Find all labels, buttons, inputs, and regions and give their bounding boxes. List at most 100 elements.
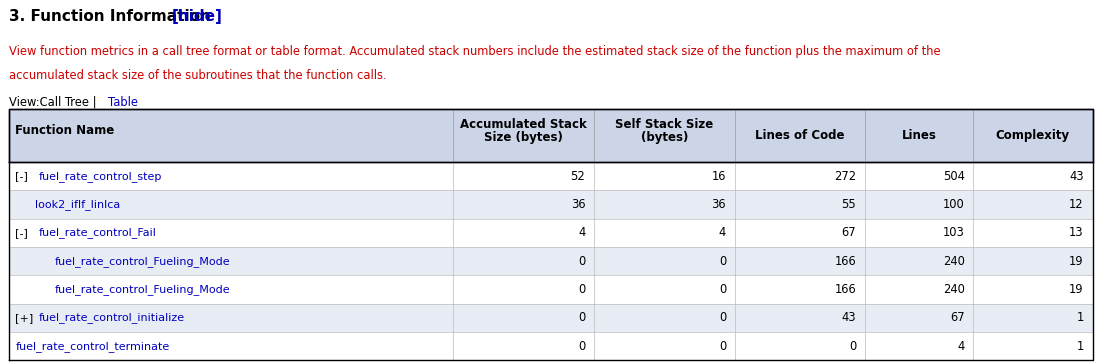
Text: Lines of Code: Lines of Code [755,129,844,142]
Point [728,188,741,193]
Point [966,160,979,164]
Point [728,245,741,249]
Point [859,107,872,111]
Point [587,301,601,306]
Point [587,160,601,164]
Point [2,160,15,164]
Point [587,330,601,334]
Point [966,358,979,363]
Point [587,245,601,249]
Point [447,107,460,111]
Point [447,358,460,363]
Text: 504: 504 [943,170,964,183]
Point [587,188,601,193]
Text: 43: 43 [841,311,856,324]
Text: 67: 67 [841,226,856,240]
Point [2,107,15,111]
Point [728,358,741,363]
Point [587,160,601,164]
Text: 19: 19 [1069,255,1084,268]
Text: 13: 13 [1069,226,1084,240]
Text: 166: 166 [834,283,856,296]
Text: 272: 272 [834,170,856,183]
Point [966,301,979,306]
Point [859,245,872,249]
Point [728,301,741,306]
Point [859,188,872,193]
Point [447,188,460,193]
Text: fuel_rate_control_Fueling_Mode: fuel_rate_control_Fueling_Mode [55,284,231,295]
Point [966,245,979,249]
Text: 55: 55 [841,198,856,211]
Bar [9,109,1093,162]
Text: accumulated stack size of the subroutines that the function calls.: accumulated stack size of the subroutine… [9,69,386,82]
Text: [-]: [-] [15,171,32,181]
Point [859,330,872,334]
Text: 0: 0 [719,283,726,296]
Point [728,330,741,334]
Point [447,217,460,221]
Point [966,273,979,277]
Point [447,330,460,334]
Point [859,301,872,306]
Text: [hide]: [hide] [172,9,223,24]
Text: Table: Table [108,96,137,109]
Line: 5 pts: 5 pts [9,109,1093,360]
Point [447,160,460,164]
Text: 67: 67 [950,311,964,324]
Line: 5 pts: 5 pts [9,109,1093,162]
Point [587,273,601,277]
Text: 0: 0 [719,311,726,324]
Point [728,217,741,221]
Point [447,245,460,249]
Point [587,330,601,334]
Point [587,188,601,193]
Point [587,217,601,221]
Point [587,217,601,221]
Text: Self Stack Size: Self Stack Size [615,118,714,131]
Point [447,301,460,306]
Text: Complexity: Complexity [996,129,1069,142]
Text: fuel_rate_control_Fueling_Mode: fuel_rate_control_Fueling_Mode [55,256,231,266]
Text: Function Name: Function Name [15,124,114,136]
Text: 16: 16 [712,170,726,183]
Bar [9,332,1093,360]
Point [966,217,979,221]
Point [728,330,741,334]
Point [1086,107,1098,111]
Point [966,273,979,277]
Point [728,107,741,111]
Point [447,160,460,164]
Text: 0: 0 [578,283,585,296]
Text: 36: 36 [571,198,585,211]
Text: 0: 0 [719,255,726,268]
Point [859,217,872,221]
Point [587,245,601,249]
Point [447,330,460,334]
Point [859,160,872,164]
Point [859,273,872,277]
Bar [9,304,1093,332]
Point [2,358,15,363]
Text: 52: 52 [571,170,585,183]
Text: look2_iflf_linlca: look2_iflf_linlca [35,199,121,210]
Point [728,273,741,277]
Point [728,188,741,193]
Text: 19: 19 [1069,283,1084,296]
Point [728,217,741,221]
Point [1086,358,1098,363]
Point [966,330,979,334]
Text: 43: 43 [1069,170,1084,183]
Point [859,301,872,306]
Point [1086,160,1098,164]
Text: View:Call Tree |: View:Call Tree | [9,96,100,109]
Text: 0: 0 [578,311,585,324]
Point [2,160,15,164]
Point [587,273,601,277]
Text: 240: 240 [943,283,964,296]
Text: fuel_rate_control_terminate: fuel_rate_control_terminate [15,341,169,352]
Point [728,273,741,277]
Point [447,273,460,277]
Text: 0: 0 [578,255,585,268]
Text: 0: 0 [719,340,726,353]
